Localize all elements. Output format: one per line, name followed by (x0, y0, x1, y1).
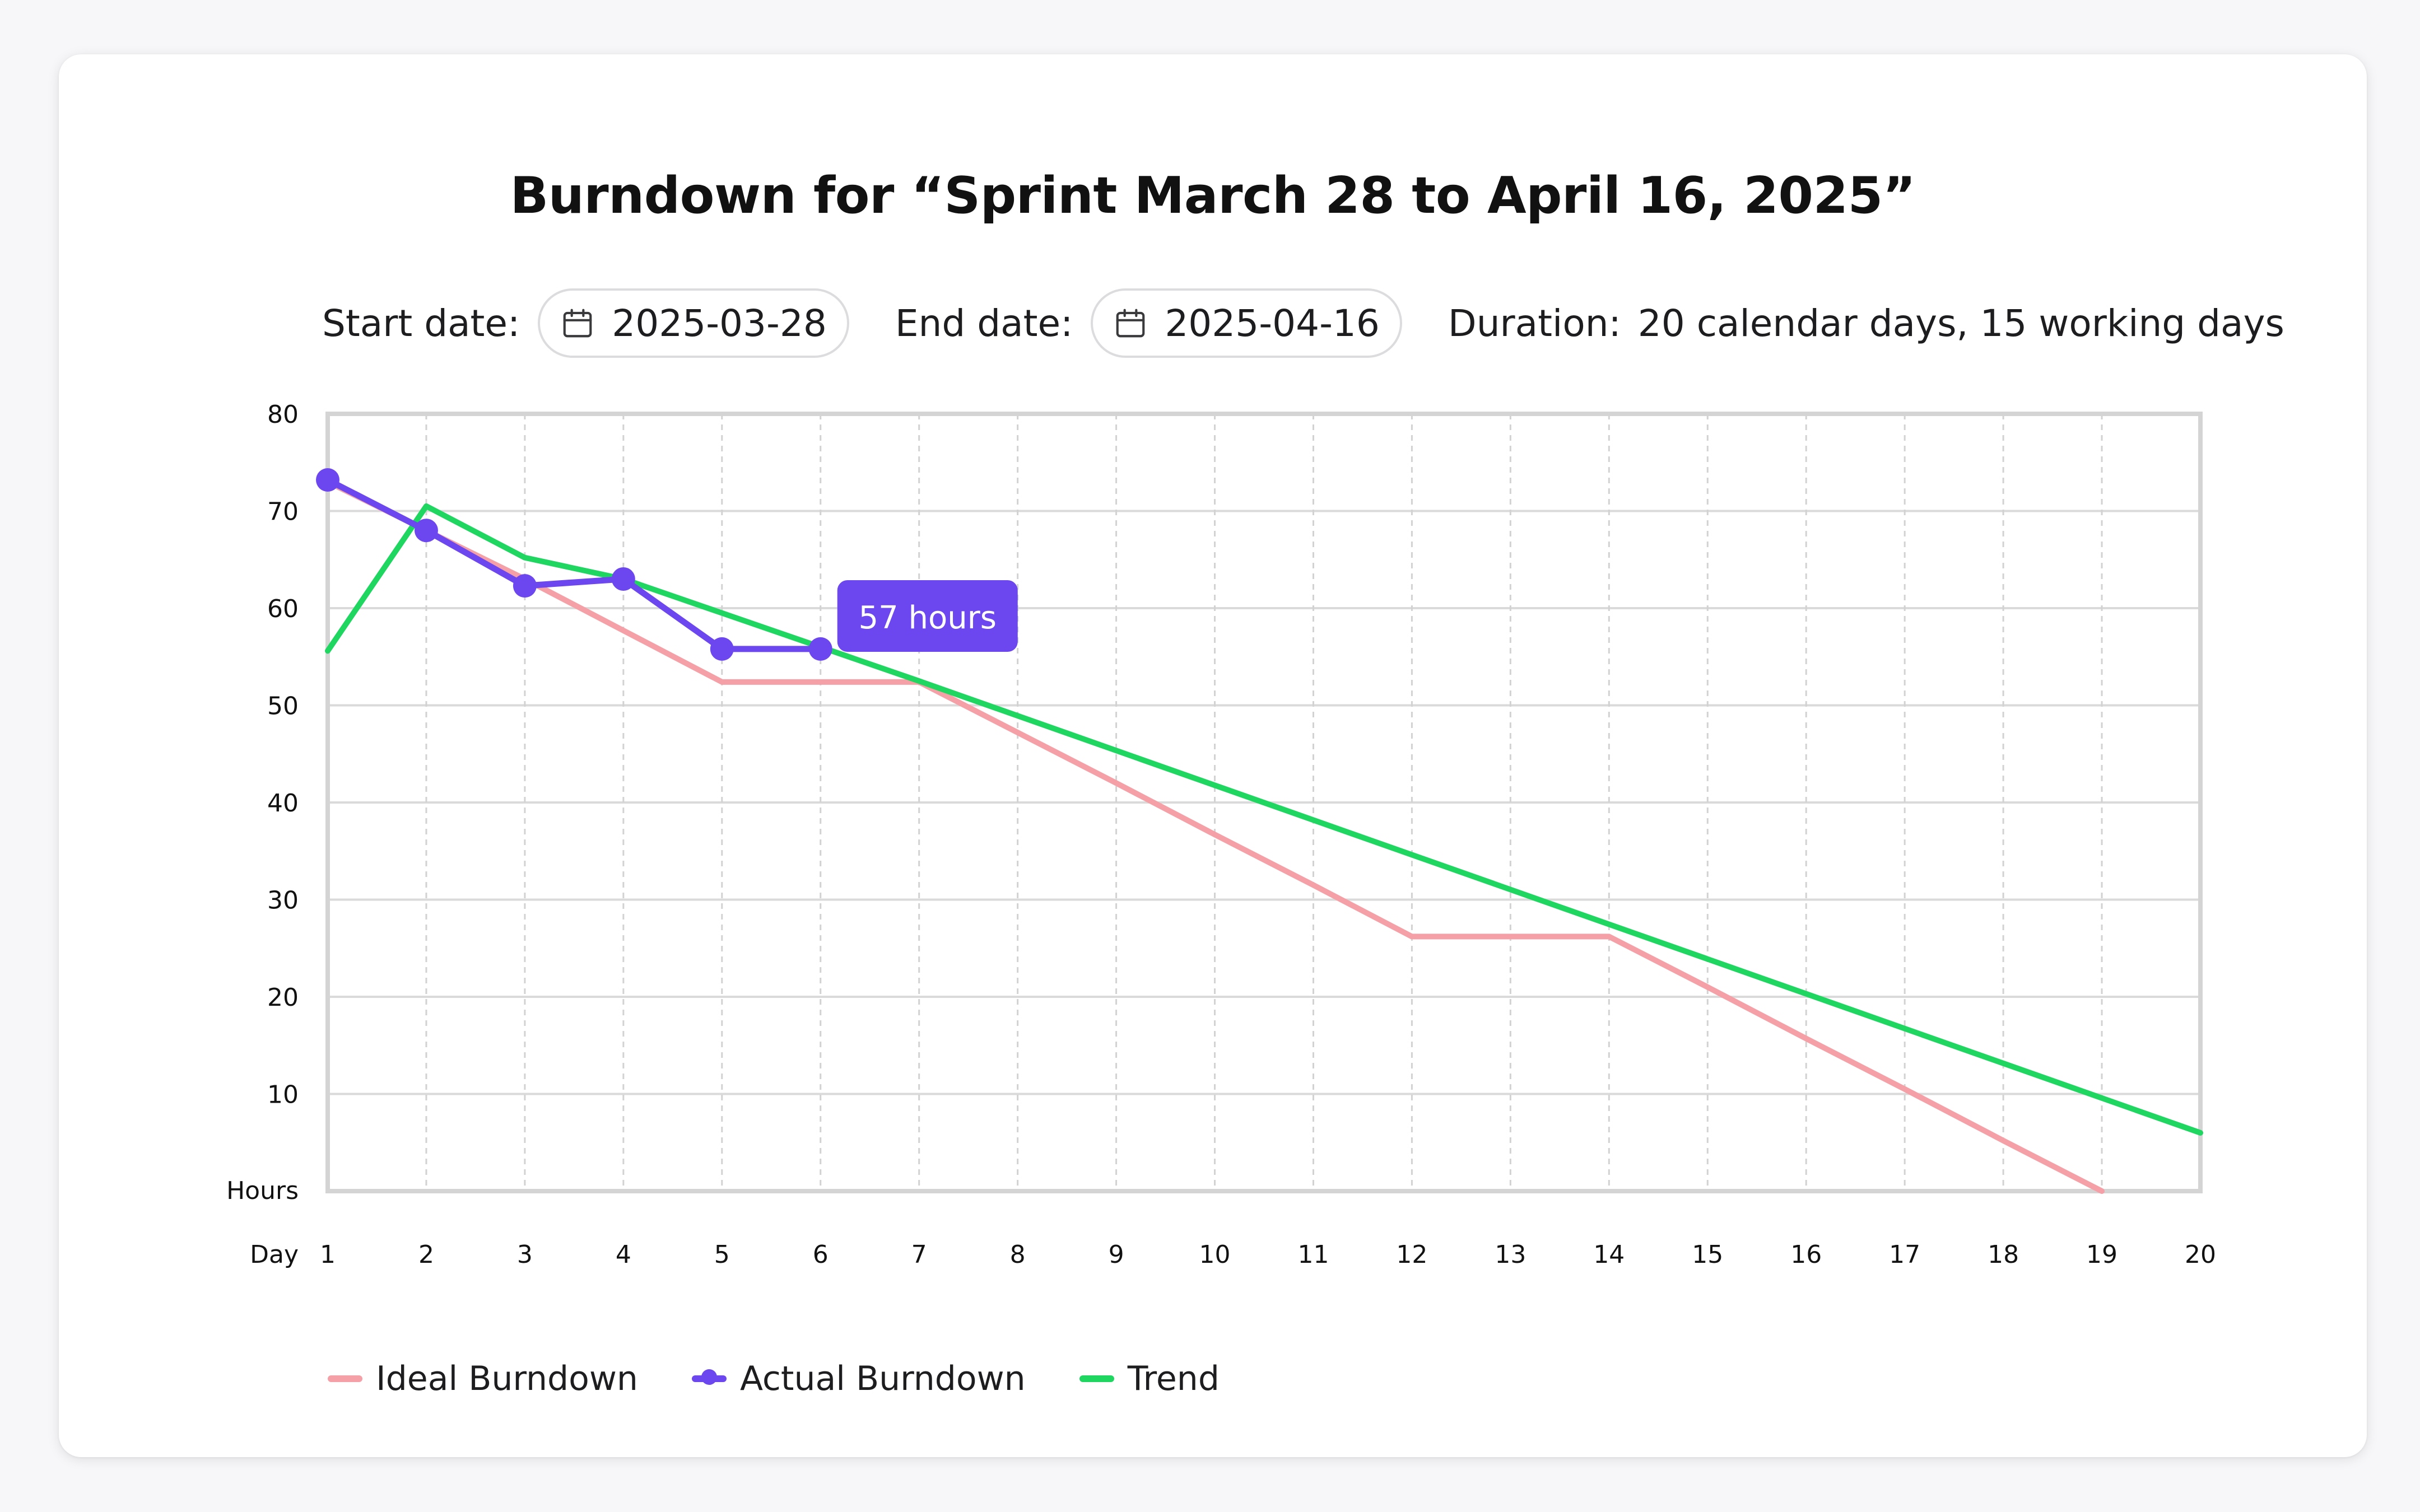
x-tick-label: 4 (616, 1240, 631, 1269)
actual-burndown-point[interactable] (513, 574, 537, 598)
legend-label-ideal: Ideal Burndown (376, 1359, 638, 1398)
legend-item-ideal[interactable]: Ideal Burndown (328, 1359, 638, 1398)
start-date-picker[interactable]: 2025-03-28 (538, 288, 849, 358)
duration-value: 20 calendar days, 15 working days (1637, 301, 2284, 345)
x-tick-label: 15 (1692, 1240, 1723, 1269)
y-tick-label: 50 (267, 692, 299, 721)
legend-item-trend[interactable]: Trend (1079, 1359, 1220, 1398)
y-tick-label: 70 (267, 498, 299, 526)
legend-swatch-trend (1079, 1375, 1114, 1382)
x-tick-label: 7 (911, 1240, 927, 1269)
x-axis-label: Day (250, 1240, 299, 1269)
x-tick-label: 17 (1889, 1240, 1920, 1269)
burndown-card: Burndown for “Sprint March 28 to April 1… (59, 54, 2367, 1457)
x-tick-label: 11 (1297, 1240, 1329, 1269)
chart-legend: Ideal Burndown Actual Burndown Trend (328, 1359, 1273, 1398)
tooltip: 57 hours (837, 580, 1018, 652)
y-tick-label: 10 (267, 1081, 299, 1109)
ideal-burndown-line (325, 479, 2105, 1194)
x-tick-label: 10 (1199, 1240, 1231, 1269)
actual-burndown-point[interactable] (611, 567, 635, 591)
plot-frame (325, 412, 2203, 1193)
legend-item-actual[interactable]: Actual Burndown (691, 1359, 1026, 1398)
end-date-label: End date: (895, 301, 1073, 345)
end-date-picker[interactable]: 2025-04-16 (1091, 288, 1402, 358)
y-tick-label: 60 (267, 595, 299, 623)
x-tick-label: 13 (1495, 1240, 1526, 1269)
x-tick-label: 6 (813, 1240, 829, 1269)
duration-label: Duration: (1448, 301, 1621, 345)
x-tick-label: 2 (418, 1240, 434, 1269)
x-tick-label: 14 (1593, 1240, 1625, 1269)
end-date-value: 2025-04-16 (1165, 301, 1380, 345)
x-tick-label: 18 (1988, 1240, 2019, 1269)
actual-burndown-line (324, 477, 824, 652)
date-controls: Start date: 2025-03-28 End date: 2025-04… (322, 287, 2284, 360)
y-tick-label: 20 (267, 983, 299, 1012)
y-tick-label: 80 (267, 400, 299, 429)
x-tick-label: 12 (1396, 1240, 1427, 1269)
actual-burndown-point[interactable] (316, 468, 339, 492)
x-tick-label: 20 (2185, 1240, 2216, 1269)
start-date-value: 2025-03-28 (612, 301, 827, 345)
y-tick-label: 30 (267, 886, 299, 915)
start-date-label: Start date: (322, 301, 520, 345)
y-axis-label: Hours (226, 1177, 299, 1205)
legend-swatch-actual (691, 1369, 727, 1385)
x-tick-label: 9 (1109, 1240, 1124, 1269)
calendar-icon (1116, 309, 1145, 338)
trend-line (325, 503, 2203, 1136)
tooltip-box (837, 580, 1018, 652)
legend-label-actual: Actual Burndown (739, 1359, 1026, 1398)
x-tick-label: 8 (1010, 1240, 1026, 1269)
actual-burndown-point[interactable] (808, 637, 832, 661)
x-tick-label: 1 (320, 1240, 336, 1269)
legend-label-trend: Trend (1127, 1359, 1220, 1398)
x-tick-label: 5 (714, 1240, 730, 1269)
x-tick-label: 19 (2086, 1240, 2118, 1269)
y-tick-label: 40 (267, 789, 299, 818)
x-tick-label: 16 (1790, 1240, 1822, 1269)
legend-swatch-ideal (328, 1375, 362, 1382)
calendar-icon (563, 309, 592, 338)
x-tick-label: 3 (517, 1240, 533, 1269)
actual-burndown-point[interactable] (414, 519, 438, 543)
tooltip-text: 57 hours (858, 600, 997, 636)
chart-title: Burndown for “Sprint March 28 to April 1… (510, 166, 1916, 225)
actual-burndown-point[interactable] (710, 637, 734, 661)
